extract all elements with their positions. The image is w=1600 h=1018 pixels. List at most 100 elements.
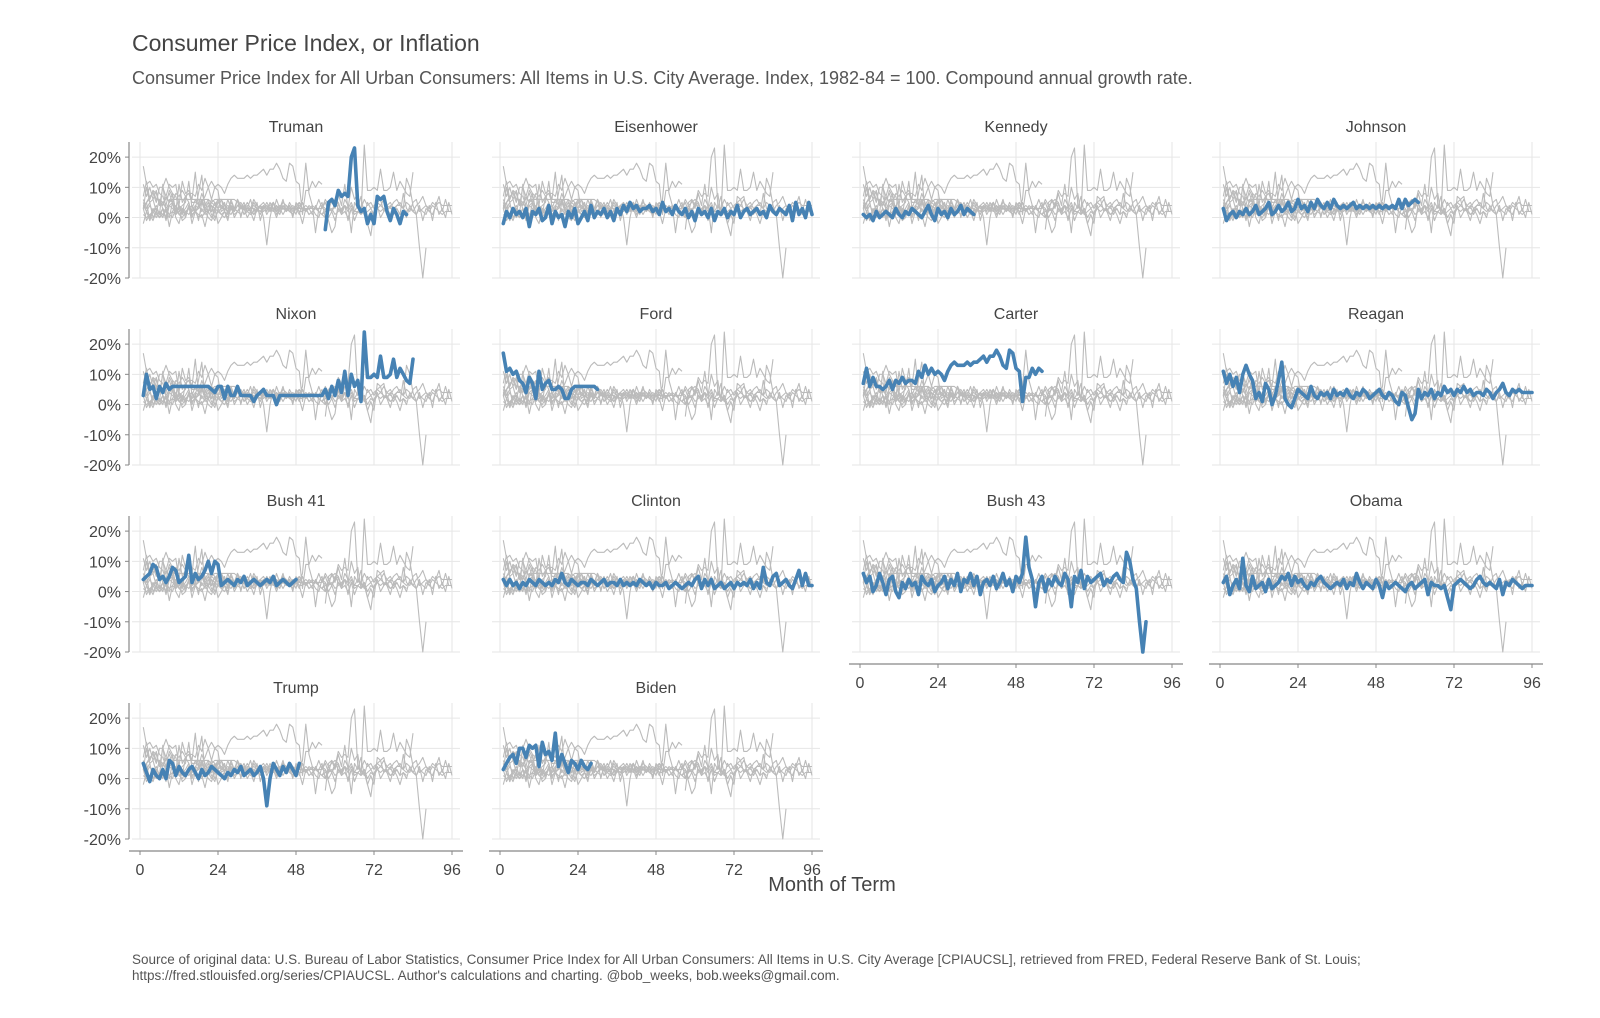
panel-bush-43: Bush 43 0 24 48 72 96 xyxy=(849,493,1183,692)
panel-obama: Obama 0 24 48 72 96 xyxy=(1209,493,1543,692)
panel-biden: Biden 0 24 48 72 96 xyxy=(489,680,823,879)
background-series-nixon xyxy=(502,144,774,219)
panel-title: Eisenhower xyxy=(614,119,698,136)
highlight-series-truman xyxy=(323,146,409,232)
x-tick-label: 72 xyxy=(1085,675,1103,692)
panel-trump: Trump -20% -10% 0% 10% 20% 0 24 48 72 96 xyxy=(84,680,463,879)
panel-ford: Ford xyxy=(492,306,820,466)
y-tick-label: -10% xyxy=(84,615,121,632)
highlight-series-trump xyxy=(141,758,302,808)
highlight-series-ford xyxy=(501,351,600,401)
x-tick-label: 96 xyxy=(443,862,461,879)
y-tick-label: -20% xyxy=(84,458,121,475)
panel-title: Bush 43 xyxy=(987,493,1046,510)
background-series-carter xyxy=(142,162,323,216)
y-tick-label: 10% xyxy=(89,367,121,384)
panel-eisenhower: Eisenhower xyxy=(492,119,820,279)
x-tick-label: 72 xyxy=(365,862,383,879)
background-series-trump xyxy=(1222,572,1380,620)
panel-kennedy: Kennedy xyxy=(852,119,1180,279)
y-tick-label: 20% xyxy=(89,524,121,541)
background-series-nixon xyxy=(1222,144,1494,219)
panel-truman: Truman -20% -10% 0% 10% 20% xyxy=(84,119,460,288)
y-tick-label: 20% xyxy=(89,337,121,354)
panel-title: Obama xyxy=(1350,493,1403,510)
background-series-kennedy xyxy=(142,391,255,409)
y-tick-label: 10% xyxy=(89,554,121,571)
y-tick-label: 20% xyxy=(89,150,121,167)
highlight-series-obama xyxy=(1221,556,1534,612)
x-tick-label: 48 xyxy=(1007,675,1025,692)
background-series-nixon xyxy=(502,331,774,406)
y-tick-label: -10% xyxy=(84,428,121,445)
highlight-series-johnson xyxy=(1221,197,1421,223)
y-tick-label: 20% xyxy=(89,711,121,728)
y-tick-label: 0% xyxy=(98,398,121,415)
x-tick-label: 24 xyxy=(929,675,947,692)
panel-nixon: Nixon -20% -10% 0% 10% 20% xyxy=(84,306,460,475)
background-series-kennedy xyxy=(142,578,255,596)
x-tick-label: 0 xyxy=(856,675,865,692)
background-series-carter xyxy=(502,162,683,216)
highlight-series-reagan xyxy=(1221,360,1534,422)
y-tick-label: 10% xyxy=(89,741,121,758)
panel-title: Carter xyxy=(994,306,1039,323)
background-series-trump xyxy=(142,198,300,246)
background-series-carter xyxy=(862,162,1043,216)
background-series-trump xyxy=(862,385,1020,433)
highlight-series-carter xyxy=(861,348,1044,404)
x-tick-label: 0 xyxy=(496,862,505,879)
background-series-nixon xyxy=(142,144,414,219)
background-series-kennedy xyxy=(502,391,615,409)
y-tick-label: -20% xyxy=(84,645,121,662)
highlight-series-bush-43 xyxy=(861,535,1148,654)
y-tick-label: 10% xyxy=(89,180,121,197)
panel-title: Clinton xyxy=(631,493,681,510)
background-series-kennedy xyxy=(862,391,975,409)
background-series-biden xyxy=(502,171,592,213)
x-tick-label: 0 xyxy=(1216,675,1225,692)
x-tick-label: 96 xyxy=(1163,675,1181,692)
x-tick-label: 72 xyxy=(725,862,743,879)
background-series-nixon xyxy=(502,705,774,780)
panel-bush-41: Bush 41 -20% -10% 0% 10% 20% xyxy=(84,493,460,662)
panel-title: Reagan xyxy=(1348,306,1404,323)
panel-title: Bush 41 xyxy=(267,493,326,510)
background-series-biden xyxy=(502,545,592,587)
background-series-nixon xyxy=(862,144,1134,219)
panel-title: Truman xyxy=(269,119,324,136)
panel-title: Kennedy xyxy=(984,119,1047,136)
background-series-trump xyxy=(502,385,660,433)
panel-title: Trump xyxy=(273,680,319,697)
background-series-biden xyxy=(862,545,952,587)
y-tick-label: -20% xyxy=(84,832,121,849)
highlight-series-clinton xyxy=(501,565,814,591)
highlight-series-eisenhower xyxy=(501,200,814,229)
chart-title: Consumer Price Index, or Inflation xyxy=(132,30,480,56)
highlight-series-biden xyxy=(501,731,593,775)
background-series-kennedy xyxy=(502,578,615,596)
background-series-trump xyxy=(1222,385,1380,433)
panel-carter: Carter xyxy=(852,306,1180,466)
background-series-carter xyxy=(502,536,683,590)
highlight-series-kennedy xyxy=(861,203,976,223)
background-series-biden xyxy=(862,358,952,400)
x-tick-label: 48 xyxy=(287,862,305,879)
x-tick-label: 0 xyxy=(136,862,145,879)
background-series-biden xyxy=(502,358,592,400)
background-series-kennedy xyxy=(142,204,255,222)
x-axis-title: Month of Term xyxy=(768,874,895,896)
source-caption: Source of original data: U.S. Bureau of … xyxy=(132,952,1361,983)
background-series-nixon xyxy=(1222,518,1494,593)
highlight-series-bush-41 xyxy=(141,553,298,588)
x-tick-label: 72 xyxy=(1445,675,1463,692)
background-series-biden xyxy=(142,732,232,774)
x-tick-label: 24 xyxy=(1289,675,1307,692)
background-series-nixon xyxy=(862,331,1134,406)
x-tick-label: 96 xyxy=(803,862,821,879)
panel-title: Ford xyxy=(640,306,673,323)
y-tick-label: -20% xyxy=(84,271,121,288)
panel-title: Biden xyxy=(636,680,677,697)
background-series-trump xyxy=(502,572,660,620)
